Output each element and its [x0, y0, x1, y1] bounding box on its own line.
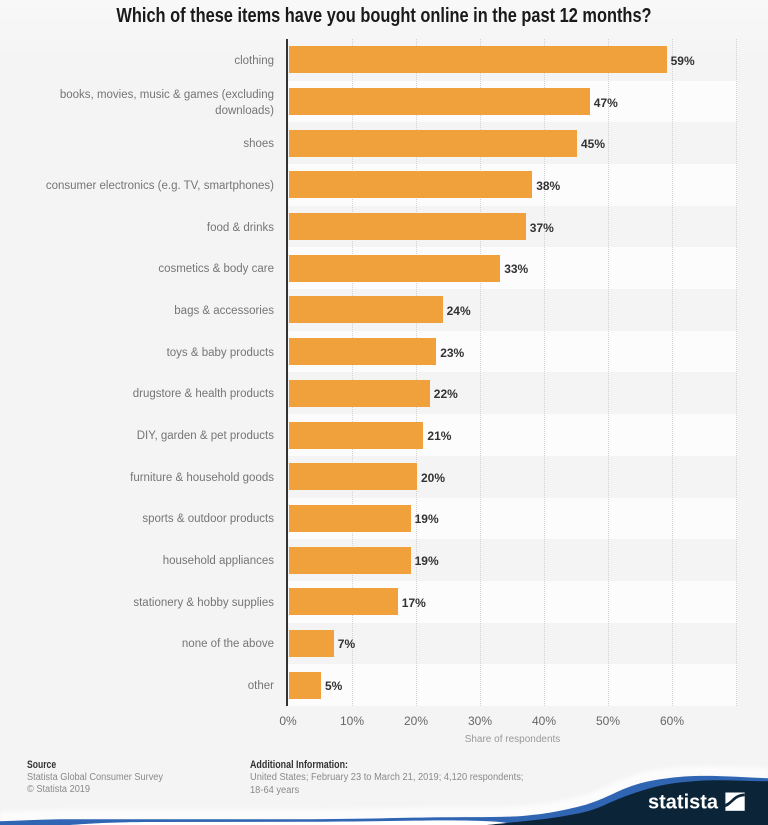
svg-text:statista: statista [648, 792, 719, 814]
